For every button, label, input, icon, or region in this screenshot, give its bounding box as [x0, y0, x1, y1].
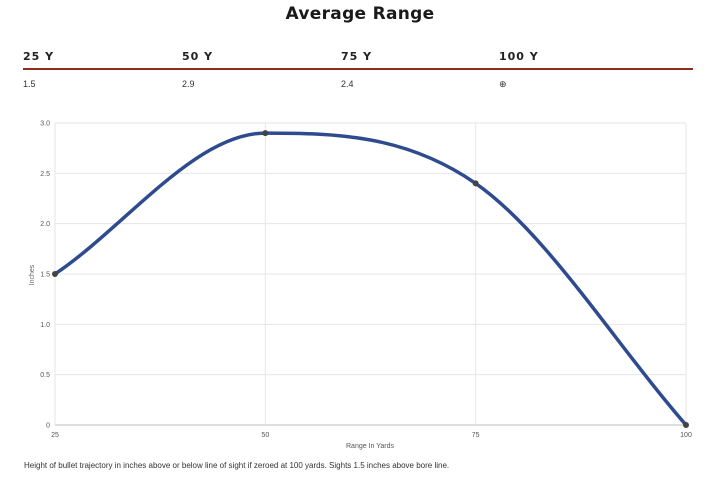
data-point-100	[683, 422, 689, 428]
data-point-50	[262, 130, 269, 137]
y-axis-ticks: 0 0.5 1.0 1.5 2.0 2.5 3.0	[40, 121, 50, 430]
table-value-75y: 2.4	[341, 79, 354, 89]
table-divider	[23, 68, 693, 70]
y-tick-label: 0.5	[40, 372, 50, 379]
data-point-75	[472, 180, 479, 187]
table-header-25y: 25 Y	[23, 50, 55, 63]
x-tick-label: 50	[261, 432, 269, 439]
y-tick-label: 1.5	[40, 272, 50, 279]
x-axis-ticks: 25 50 75 100	[51, 432, 692, 439]
table-value-50y: 2.9	[182, 79, 195, 89]
y-tick-label: 0	[46, 423, 50, 430]
y-tick-label: 2.5	[40, 171, 50, 178]
page-title: Average Range	[285, 4, 435, 24]
table-header-50y: 50 Y	[182, 50, 214, 63]
trajectory-chart: 0 0.5 1.0 1.5 2.0 2.5 3.0 25 50 75 100 Inches Ran…	[29, 121, 692, 451]
table-header-100y: 100 Y	[499, 50, 539, 63]
table-value-25y: 1.5	[23, 79, 36, 89]
x-tick-label: 100	[680, 432, 692, 439]
chart-caption: Height of bullet trajectory in inches ab…	[24, 461, 450, 470]
x-tick-label: 75	[472, 432, 480, 439]
data-points	[52, 130, 689, 428]
data-point-25	[52, 271, 58, 277]
x-tick-label: 25	[51, 432, 59, 439]
table-value-100y: ⊕	[499, 79, 507, 89]
chart-grid	[54, 122, 687, 426]
trajectory-line	[53, 131, 688, 427]
x-axis-label: Range In Yards	[346, 443, 394, 450]
y-tick-label: 2.0	[40, 221, 50, 228]
y-tick-label: 1.0	[40, 322, 50, 329]
table-header-75y: 75 Y	[341, 50, 373, 63]
y-axis-label: Inches	[29, 264, 36, 285]
y-tick-label: 3.0	[40, 121, 50, 128]
